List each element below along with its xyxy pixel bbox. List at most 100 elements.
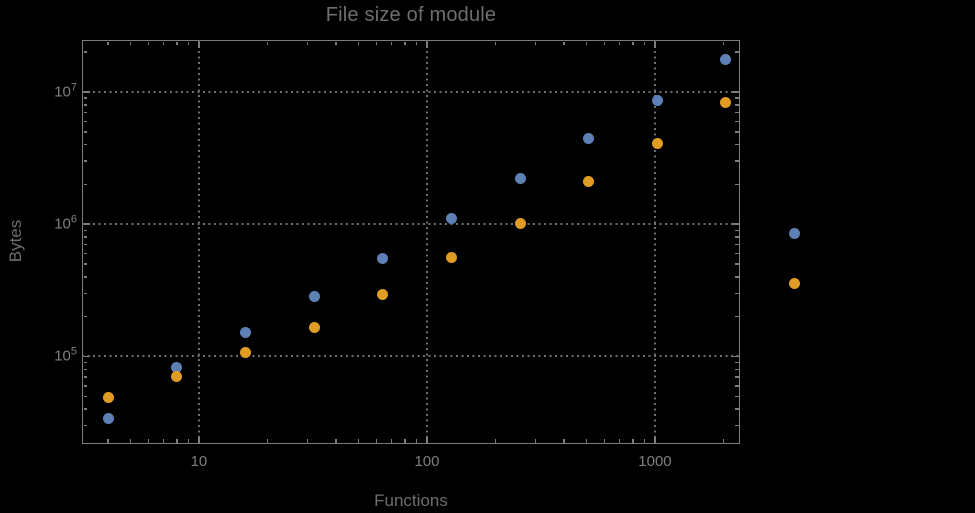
data-point-orange bbox=[583, 176, 595, 188]
data-point-blue bbox=[445, 213, 457, 225]
y-tick-mark bbox=[83, 97, 87, 99]
data-point-blue bbox=[102, 412, 114, 424]
y-tick-mark bbox=[83, 243, 87, 246]
data-point-blue bbox=[308, 291, 320, 303]
x-tick-mark bbox=[187, 439, 190, 443]
x-tick-mark bbox=[534, 41, 537, 45]
y-tick-mark bbox=[83, 424, 87, 427]
x-gridline bbox=[197, 40, 200, 444]
y-tick-mark bbox=[735, 292, 739, 295]
y-tick-mark bbox=[735, 229, 739, 232]
data-point-orange bbox=[651, 137, 663, 149]
y-tick-mark bbox=[83, 236, 87, 238]
x-tick-mark bbox=[266, 439, 269, 443]
x-tick-mark bbox=[563, 439, 565, 443]
data-point-orange bbox=[377, 289, 389, 301]
y-tick-mark bbox=[83, 229, 87, 232]
x-tick-mark bbox=[603, 439, 606, 443]
x-tick-mark bbox=[426, 41, 428, 48]
y-tick-mark bbox=[83, 292, 87, 295]
y-tick-mark bbox=[735, 408, 739, 410]
x-tick-mark bbox=[335, 439, 337, 443]
y-tick-mark bbox=[83, 263, 87, 265]
x-tick-mark bbox=[375, 41, 378, 45]
x-tick-mark bbox=[654, 41, 656, 48]
y-tick-mark bbox=[735, 236, 739, 238]
x-tick-mark bbox=[585, 41, 588, 45]
x-tick-mark bbox=[632, 41, 634, 45]
y-tick-mark bbox=[735, 263, 739, 265]
x-gridline bbox=[653, 40, 656, 444]
y-tick-mark bbox=[83, 143, 87, 146]
x-tick-mark bbox=[563, 41, 565, 45]
y-tick-mark bbox=[83, 223, 90, 225]
x-tick-mark bbox=[129, 41, 132, 45]
x-tick-mark bbox=[654, 436, 656, 443]
y-tick-mark bbox=[735, 111, 739, 114]
x-tick-mark bbox=[147, 439, 150, 443]
x-tick-mark bbox=[357, 439, 360, 443]
x-tick-mark bbox=[147, 41, 150, 45]
y-tick-mark bbox=[735, 361, 739, 364]
y-tick-mark bbox=[83, 91, 90, 93]
data-point-blue bbox=[514, 173, 526, 185]
data-point-blue bbox=[239, 327, 251, 339]
data-point-orange bbox=[514, 217, 526, 229]
x-tick-mark bbox=[306, 41, 309, 45]
x-tick-mark bbox=[306, 439, 309, 443]
y-tick-mark bbox=[735, 385, 739, 387]
y-tick-mark bbox=[735, 183, 739, 186]
data-point-blue bbox=[171, 361, 183, 373]
y-tick-mark bbox=[83, 51, 87, 53]
y-tick-mark bbox=[83, 408, 87, 410]
x-tick-mark bbox=[335, 41, 337, 45]
y-tick-label: 105 bbox=[54, 345, 77, 365]
data-point-orange bbox=[102, 392, 114, 404]
x-tick-mark bbox=[129, 439, 132, 443]
x-tick-mark bbox=[176, 41, 178, 45]
data-point-blue bbox=[377, 253, 389, 265]
x-tick-mark bbox=[404, 41, 406, 45]
y-axis-label: Bytes bbox=[6, 219, 25, 263]
x-tick-mark bbox=[426, 436, 428, 443]
data-point-orange bbox=[239, 347, 251, 359]
x-tick-mark bbox=[107, 41, 109, 45]
y-tick-mark bbox=[735, 104, 739, 106]
x-gridline bbox=[425, 40, 428, 444]
x-tick-mark bbox=[266, 41, 269, 45]
y-tick-mark bbox=[83, 355, 90, 358]
y-tick-mark bbox=[83, 315, 87, 318]
x-tick-mark bbox=[176, 439, 178, 443]
y-tick-mark bbox=[83, 376, 87, 378]
data-point-blue bbox=[720, 54, 732, 66]
data-point-orange bbox=[445, 252, 457, 264]
x-tick-mark bbox=[162, 41, 165, 45]
y-tick-mark bbox=[83, 395, 87, 398]
y-tick-mark bbox=[735, 276, 739, 278]
y-tick-mark bbox=[735, 97, 739, 99]
x-tick-label: 1000 bbox=[638, 453, 672, 470]
y-tick-mark bbox=[83, 252, 87, 255]
y-tick-mark bbox=[735, 51, 739, 53]
y-tick-mark bbox=[83, 131, 87, 133]
x-tick-mark bbox=[198, 436, 200, 443]
x-tick-mark bbox=[198, 41, 200, 48]
y-tick-mark bbox=[735, 315, 739, 318]
y-tick-mark bbox=[735, 368, 739, 371]
x-tick-mark bbox=[390, 41, 393, 45]
x-tick-mark bbox=[643, 41, 646, 45]
x-tick-mark bbox=[415, 439, 418, 443]
y-gridline bbox=[82, 223, 740, 226]
x-tick-mark bbox=[375, 439, 378, 443]
x-tick-mark bbox=[187, 41, 190, 45]
y-tick-label: 107 bbox=[54, 81, 77, 101]
y-tick-mark bbox=[83, 368, 87, 371]
x-tick-mark bbox=[534, 439, 537, 443]
x-tick-mark bbox=[722, 41, 725, 45]
data-point-orange bbox=[171, 371, 183, 383]
y-tick-mark bbox=[83, 104, 87, 106]
y-gridline bbox=[82, 355, 740, 358]
y-tick-mark bbox=[732, 223, 739, 225]
y-tick-mark bbox=[83, 160, 87, 162]
